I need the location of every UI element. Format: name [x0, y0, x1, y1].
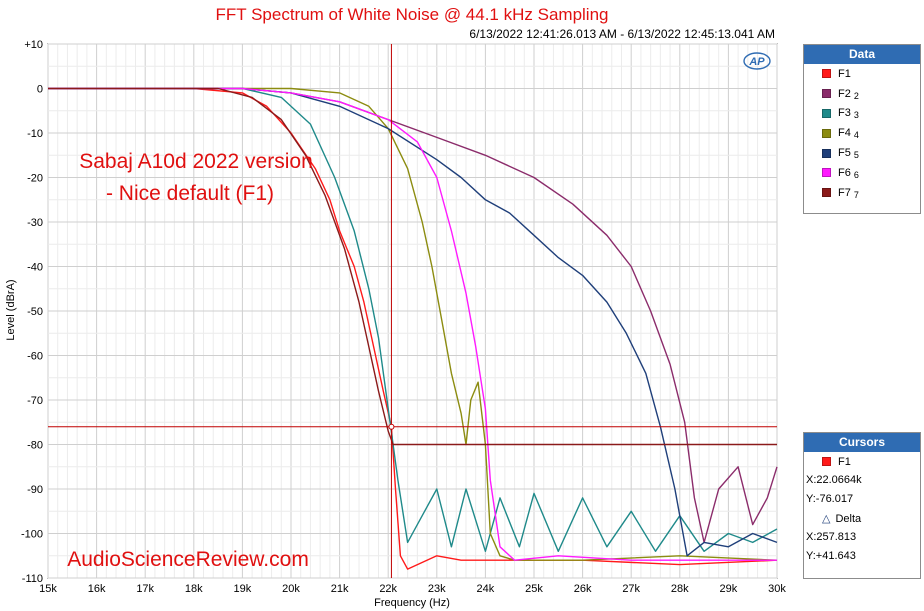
- ap-logo-text: AP: [748, 56, 765, 68]
- x-tick-label: 30k: [768, 583, 786, 595]
- legend-label: F2: [838, 87, 851, 100]
- legend-label: F7: [838, 186, 851, 199]
- y-axis-label: Level (dBrA): [5, 279, 17, 340]
- legend-item-f6[interactable]: F6 6: [804, 163, 920, 183]
- delta-icon: △: [822, 513, 831, 525]
- cursor-layer: [48, 44, 777, 578]
- legend-label: F1: [838, 67, 851, 80]
- y-tick-label: -90: [27, 484, 43, 496]
- legend-swatch: [822, 128, 831, 138]
- x-tick-label: 15k: [39, 583, 57, 595]
- x-tick-label: 20k: [282, 583, 300, 595]
- y-tick-label: -20: [27, 173, 43, 185]
- y-tick-label: -60: [27, 351, 43, 363]
- delta-x-readout: X:257.813: [806, 531, 857, 543]
- x-tick-label: 24k: [477, 583, 495, 595]
- legend-sublabel: 2: [853, 90, 859, 101]
- x-tick-label: 29k: [720, 583, 738, 595]
- delta-toggle[interactable]: △ Delta: [804, 509, 920, 528]
- series-line-f1: [48, 87, 778, 570]
- x-tick-label: 27k: [622, 583, 640, 595]
- y-tick-label: 0: [37, 84, 43, 96]
- x-tick-label: 19k: [234, 583, 252, 595]
- cursor-trace-label: F1: [838, 455, 851, 468]
- legend-sublabel: 6: [853, 169, 859, 180]
- legend-swatch: [822, 69, 831, 79]
- x-tick-label: 16k: [88, 583, 106, 595]
- y-tick-label: -80: [27, 440, 43, 452]
- y-tick-label: -40: [27, 262, 43, 274]
- ap-logo: AP: [743, 52, 771, 70]
- x-tick-label: 28k: [671, 583, 689, 595]
- legend-panel: Data F1 F2 2 F3 3 F4 4 F5 5 F6 6 F7 7: [803, 44, 921, 214]
- y-tick-label: -100: [21, 529, 43, 541]
- y-tick-label: +10: [24, 39, 43, 51]
- y-tick-label: -30: [27, 217, 43, 229]
- tick-layer: 15k 16k 17k 18k 19k 20k 21k 22k 23k 24k 25k 26k 27k 2…: [21, 39, 786, 595]
- legend-item-f4[interactable]: F4 4: [804, 123, 920, 143]
- legend-item-f1[interactable]: F1: [804, 64, 920, 84]
- legend-label: F6: [838, 166, 851, 179]
- cursor-trace-swatch: [822, 457, 831, 466]
- series-line-f3: [48, 87, 778, 552]
- grid-layer: [47, 43, 778, 579]
- annotation-line-2: - Nice default (F1): [106, 182, 274, 205]
- cursors-header: Cursors: [804, 433, 920, 452]
- legend-sublabel: 4: [853, 130, 859, 141]
- series-line-f4: [48, 87, 778, 561]
- chart-title: FFT Spectrum of White Noise @ 44.1 kHz S…: [216, 5, 609, 24]
- cursor-trace[interactable]: F1: [804, 452, 920, 471]
- watermark: AudioScienceReview.com: [67, 548, 309, 571]
- x-tick-label: 21k: [331, 583, 349, 595]
- cursor-marker: [388, 423, 395, 430]
- y-tick-label: -50: [27, 306, 43, 318]
- legend-sublabel: 3: [853, 110, 859, 121]
- y-tick-label: -10: [27, 128, 43, 140]
- legend-swatch: [822, 188, 831, 198]
- delta-label: Delta: [835, 512, 862, 525]
- x-tick-label: 25k: [525, 583, 543, 595]
- legend-item-f2[interactable]: F2 2: [804, 84, 920, 104]
- legend-item-f7[interactable]: F7 7: [804, 183, 920, 203]
- legend-swatch: [822, 108, 831, 118]
- legend-label: F3: [838, 107, 851, 120]
- annotation-line-1: Sabaj A10d 2022 version: [79, 150, 313, 173]
- delta-y-readout: Y:+41.643: [806, 550, 856, 562]
- x-tick-label: 18k: [185, 583, 203, 595]
- series-line-f5: [48, 87, 778, 557]
- legend-item-f5[interactable]: F5 5: [804, 143, 920, 163]
- cursor-x-readout: X:22.0664k: [806, 474, 862, 486]
- cursor-y-readout: Y:-76.017: [806, 493, 854, 505]
- x-tick-label: 17k: [136, 583, 154, 595]
- cursors-panel: Cursors F1 X:22.0664k Y:-76.017 △ Delta …: [803, 432, 921, 579]
- x-axis-label: Frequency (Hz): [374, 597, 450, 609]
- legend-sublabel: 7: [853, 189, 859, 200]
- ap-logo-ring: [743, 52, 771, 70]
- series-line-f7: [48, 87, 777, 446]
- legend-swatch: [822, 89, 831, 99]
- legend-swatch: [822, 168, 831, 178]
- y-tick-label: -110: [22, 573, 43, 585]
- legend-rows: F1 F2 2 F3 3 F4 4 F5 5 F6 6 F7 7: [804, 64, 920, 203]
- legend-item-f3[interactable]: F3 3: [804, 104, 920, 124]
- legend-label: F4: [838, 127, 851, 140]
- x-tick-label: 26k: [574, 583, 592, 595]
- series-layer: [48, 87, 778, 570]
- x-tick-label: 22k: [379, 583, 397, 595]
- series-line-f6: [48, 87, 777, 561]
- legend-swatch: [822, 148, 831, 158]
- legend-sublabel: 5: [853, 150, 859, 161]
- chart-timestamp: 6/13/2022 12:41:26.013 AM - 6/13/2022 12…: [469, 27, 775, 41]
- legend-label: F5: [838, 147, 851, 160]
- y-tick-label: -70: [27, 395, 43, 407]
- x-tick-label: 23k: [428, 583, 446, 595]
- legend-header: Data: [804, 45, 920, 64]
